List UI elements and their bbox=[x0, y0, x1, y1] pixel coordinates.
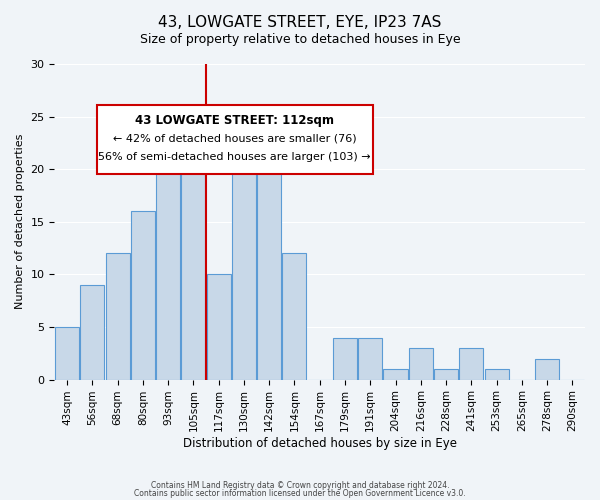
Bar bbox=[232, 148, 256, 380]
Bar bbox=[131, 212, 155, 380]
Bar bbox=[409, 348, 433, 380]
Bar bbox=[156, 138, 180, 380]
Text: 43 LOWGATE STREET: 112sqm: 43 LOWGATE STREET: 112sqm bbox=[136, 114, 334, 128]
Bar bbox=[459, 348, 484, 380]
Text: Size of property relative to detached houses in Eye: Size of property relative to detached ho… bbox=[140, 32, 460, 46]
Bar bbox=[434, 369, 458, 380]
Text: Contains public sector information licensed under the Open Government Licence v3: Contains public sector information licen… bbox=[134, 488, 466, 498]
Y-axis label: Number of detached properties: Number of detached properties bbox=[15, 134, 25, 310]
Bar bbox=[206, 274, 230, 380]
Bar bbox=[485, 369, 509, 380]
Bar bbox=[383, 369, 407, 380]
X-axis label: Distribution of detached houses by size in Eye: Distribution of detached houses by size … bbox=[183, 437, 457, 450]
Bar bbox=[181, 148, 205, 380]
Bar bbox=[106, 254, 130, 380]
Text: ← 42% of detached houses are smaller (76): ← 42% of detached houses are smaller (76… bbox=[113, 134, 356, 143]
Bar bbox=[55, 327, 79, 380]
Bar bbox=[257, 148, 281, 380]
Text: Contains HM Land Registry data © Crown copyright and database right 2024.: Contains HM Land Registry data © Crown c… bbox=[151, 481, 449, 490]
Text: 56% of semi-detached houses are larger (103) →: 56% of semi-detached houses are larger (… bbox=[98, 152, 371, 162]
Bar bbox=[333, 338, 357, 380]
Bar bbox=[283, 254, 307, 380]
Bar bbox=[80, 285, 104, 380]
Bar bbox=[358, 338, 382, 380]
Text: 43, LOWGATE STREET, EYE, IP23 7AS: 43, LOWGATE STREET, EYE, IP23 7AS bbox=[158, 15, 442, 30]
FancyBboxPatch shape bbox=[97, 105, 373, 174]
Bar bbox=[535, 358, 559, 380]
